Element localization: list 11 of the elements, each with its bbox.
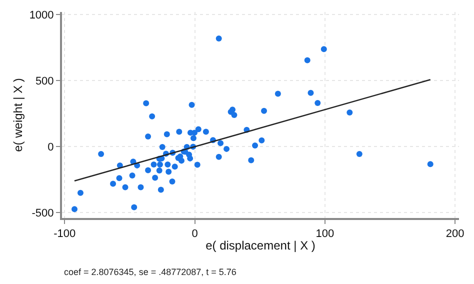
y-tick-label: 0: [48, 142, 54, 154]
x-axis-title: e( displacement | X ): [206, 238, 316, 253]
x-tick-label: 100: [316, 228, 334, 240]
y-tick-label: -500: [32, 208, 54, 220]
y-tick-label: 500: [35, 76, 54, 88]
x-tick-label: 200: [446, 228, 464, 240]
y-tick-label: 1000: [29, 9, 54, 22]
y-axis-title: e( weight | X ): [11, 78, 26, 152]
x-tick-label: -100: [54, 228, 76, 240]
text: coef = 2.8076345, se = .48772087, t = 5.76: [64, 267, 236, 277]
x-tick-label: 0: [192, 228, 198, 240]
